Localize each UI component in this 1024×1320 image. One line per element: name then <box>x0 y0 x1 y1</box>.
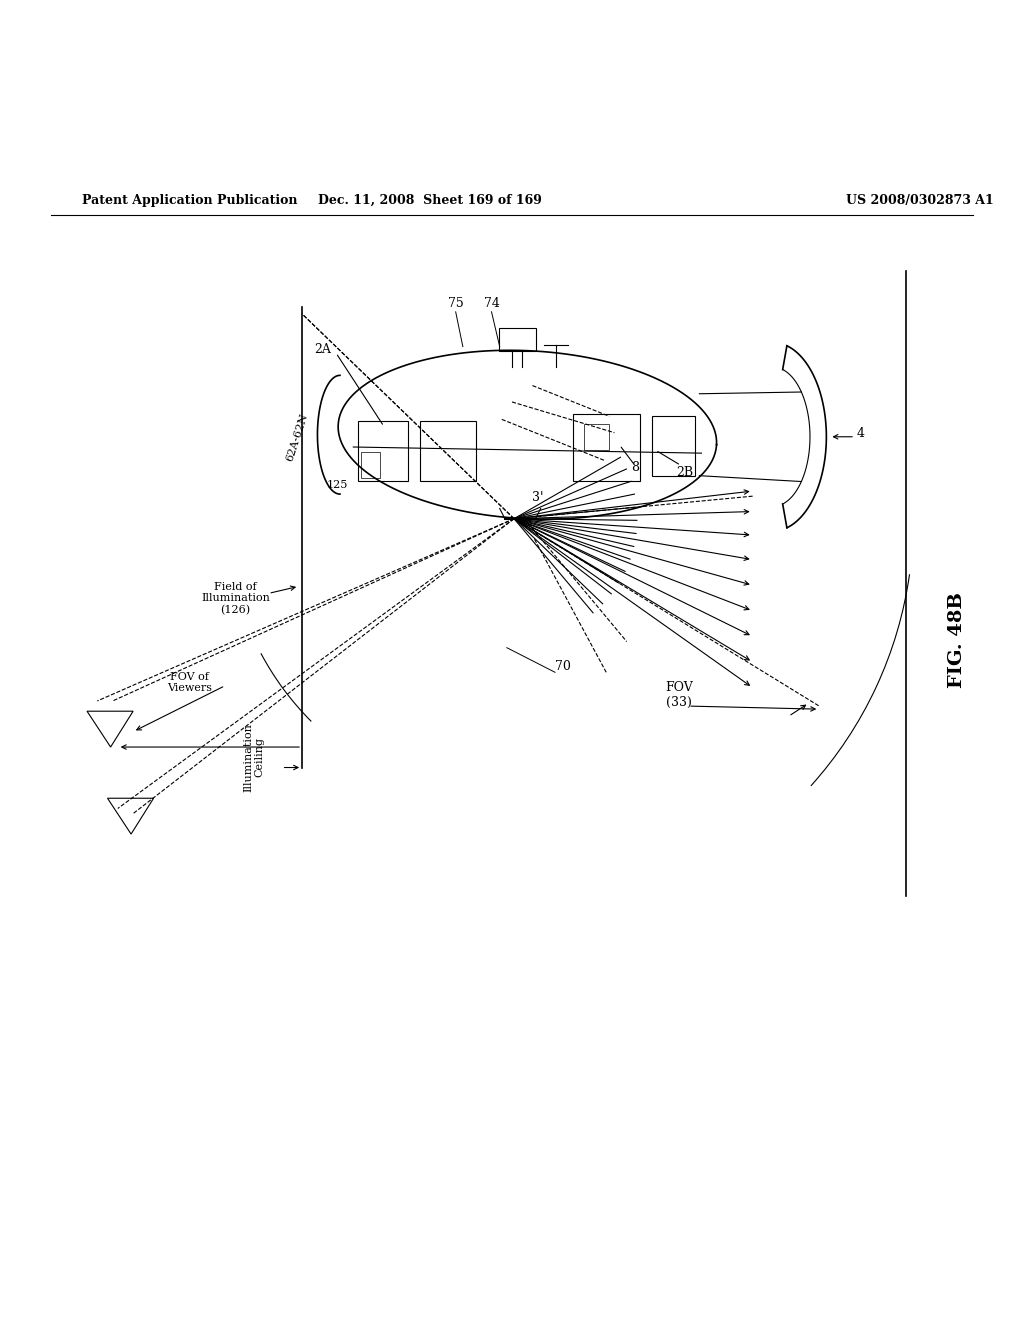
Text: US 2008/0302873 A1: US 2008/0302873 A1 <box>846 194 993 207</box>
Bar <box>573 414 640 480</box>
Bar <box>358 421 408 480</box>
Text: FOV
(33): FOV (33) <box>666 681 693 709</box>
Text: 62A-62N: 62A-62N <box>285 412 309 462</box>
Text: Field of
Illumination
(126): Field of Illumination (126) <box>201 582 270 615</box>
Bar <box>420 421 476 480</box>
Text: Illumination
Ceiling: Illumination Ceiling <box>243 723 265 792</box>
Text: 3': 3' <box>531 491 544 504</box>
Bar <box>652 416 695 475</box>
Text: Dec. 11, 2008  Sheet 169 of 169: Dec. 11, 2008 Sheet 169 of 169 <box>318 194 542 207</box>
Text: 74: 74 <box>483 297 500 310</box>
Text: Patent Application Publication: Patent Application Publication <box>82 194 297 207</box>
Text: 8: 8 <box>631 461 639 474</box>
Bar <box>499 329 536 351</box>
Bar <box>584 425 609 450</box>
Text: 70: 70 <box>555 660 571 673</box>
Text: FIG. 48B: FIG. 48B <box>948 591 967 688</box>
Text: 75: 75 <box>447 297 464 310</box>
Text: 125: 125 <box>327 480 348 490</box>
Text: 4: 4 <box>856 426 864 440</box>
Text: 2A: 2A <box>314 343 331 356</box>
Text: FOV of
Viewers: FOV of Viewers <box>167 672 212 693</box>
Text: 2B: 2B <box>676 466 693 479</box>
Bar <box>361 453 380 478</box>
